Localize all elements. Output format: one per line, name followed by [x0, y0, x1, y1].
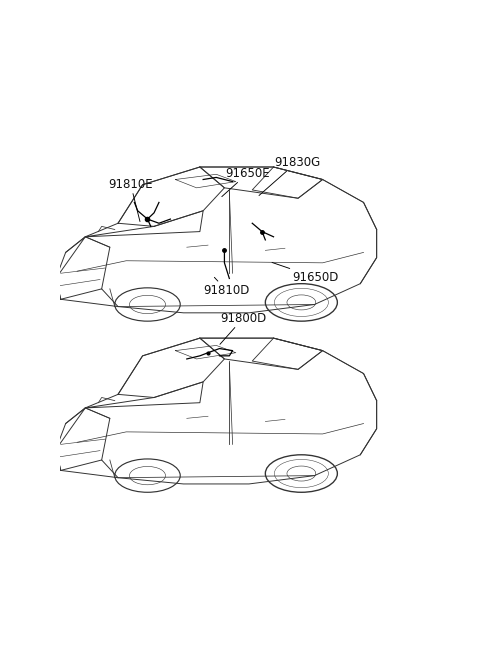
Text: 91650E: 91650E: [222, 167, 270, 197]
Text: 91800D: 91800D: [220, 312, 266, 344]
Text: 91650D: 91650D: [272, 262, 339, 284]
Text: 91810E: 91810E: [108, 178, 153, 222]
Text: 91830G: 91830G: [259, 155, 320, 195]
Text: 91810D: 91810D: [203, 277, 250, 297]
